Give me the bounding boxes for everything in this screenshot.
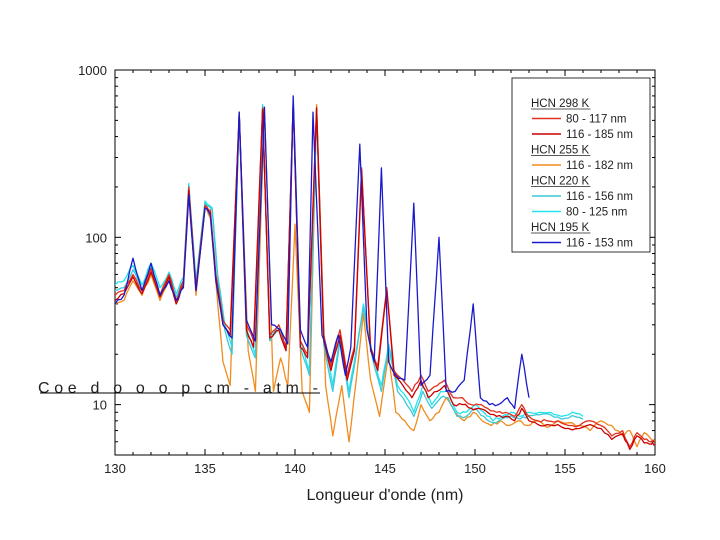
x-tick-label: 135 [194,461,216,476]
legend-entry-label: 116 - 156 nm [566,191,633,203]
legend-entry-label: 80 - 125 nm [566,207,627,219]
x-tick-label: 145 [374,461,396,476]
y-tick-labels: 1000 100 10 [78,63,107,413]
y-tick-label: 100 [85,230,107,245]
x-tick-label: 160 [644,461,666,476]
legend-group-header: HCN 220 K [531,176,589,188]
x-axis-title: Longueur d'onde (nm) [307,487,464,504]
legend-entry-label: 80 - 117 nm [566,114,627,126]
legend: HCN 298 K 80 - 117 nm 116 - 185 nm HCN 255 … [511,77,651,253]
axis-ticks [114,69,656,456]
x-tick-label: 155 [554,461,576,476]
legend-entry-label: 116 - 182 nm [566,160,633,172]
data-series [115,95,655,451]
y-tick-label: 10 [93,398,107,413]
series-line [115,95,530,410]
legend-group-header: HCN 195 K [531,222,589,234]
legend-group-header: HCN 298 K [531,98,589,110]
legend-entry-label: 116 - 153 nm [566,238,633,250]
x-tick-label: 150 [464,461,486,476]
legend-group-header: HCN 255 K [531,145,589,157]
x-tick-label: 130 [104,461,126,476]
y-tick-label: 1000 [78,63,107,78]
x-tick-label: 140 [284,461,306,476]
legend-entry-label: 116 - 185 nm [566,129,633,141]
x-tick-labels: 130 135 140 145 150 155 160 [104,461,666,476]
